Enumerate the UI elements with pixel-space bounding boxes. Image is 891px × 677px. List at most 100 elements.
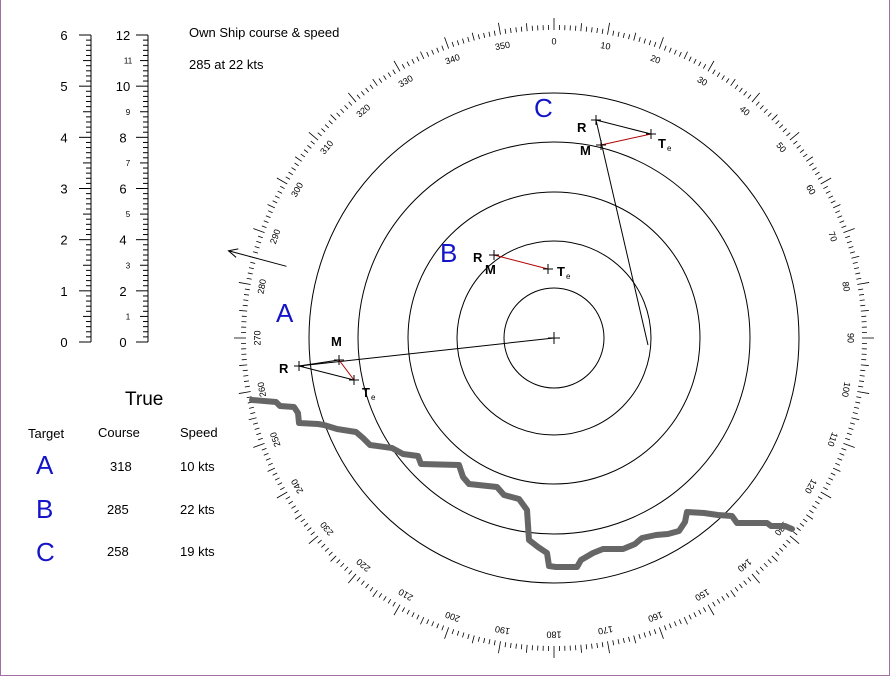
bearing-tick [622, 32, 625, 38]
bearing-tick [308, 535, 319, 544]
bearing-label: 190 [494, 624, 511, 636]
bearing-tick [498, 22, 501, 35]
bearing-tick [848, 246, 854, 249]
bearing-tick [730, 590, 736, 598]
bearing-tick [387, 72, 392, 78]
target-c-label: C [534, 93, 553, 123]
bearing-tick [310, 140, 315, 145]
bearing-label: 20 [649, 53, 662, 66]
table-row-a-speed: 10 kts [180, 459, 215, 474]
bearing-tick [638, 633, 641, 639]
right-scale-minor-label: 7 [126, 159, 131, 168]
bearing-tick [348, 570, 353, 575]
bearing-tick [467, 37, 470, 43]
target-b-t-label-sub: e [566, 272, 571, 281]
bearing-tick [242, 304, 248, 307]
range-ring [503, 287, 605, 389]
bearing-tick [841, 225, 847, 228]
target-c-mt-line [600, 133, 652, 146]
bearing-tick [707, 60, 715, 72]
bearing-tick [812, 505, 817, 509]
bearing-tick [702, 64, 707, 69]
bearing-tick [759, 566, 764, 571]
bearing-tick [444, 627, 450, 639]
left-scale-label: 6 [60, 28, 67, 43]
bearing-tick [246, 277, 252, 280]
bearing-tick [837, 215, 843, 219]
bearing-tick [520, 26, 523, 32]
bearing-tick [698, 61, 702, 67]
bearing-label: 210 [397, 587, 415, 603]
bearing-label: 280 [256, 278, 268, 295]
bearing-label: 90 [846, 333, 856, 343]
bearing-label: 220 [354, 557, 372, 574]
bearing-tick [431, 49, 435, 55]
own-ship-arrow-icon [227, 248, 239, 258]
bearing-tick [814, 500, 820, 505]
bearing-tick [504, 28, 507, 34]
bearing-tick [673, 49, 677, 55]
bearing-tick [683, 51, 688, 60]
bearing-tick [285, 496, 291, 500]
bearing-label: 40 [738, 104, 752, 118]
bearing-tick [243, 294, 250, 296]
bearing-tick [483, 32, 486, 38]
bearing-tick [456, 40, 460, 46]
bearing-tick [515, 643, 517, 649]
bearing-tick [648, 630, 652, 636]
bearing-tick [678, 51, 682, 57]
bearing-tick [265, 457, 271, 461]
bearing-tick [683, 616, 688, 625]
bearing-tick [340, 562, 345, 568]
bearing-tick [849, 422, 855, 425]
bearing-tick [856, 277, 862, 280]
bearing-tick [248, 267, 254, 270]
bearing-tick [451, 41, 455, 47]
table-row-b-target: B [36, 494, 54, 524]
bearing-tick [441, 625, 444, 631]
bearing-tick [851, 255, 860, 259]
bearing-tick [288, 171, 294, 176]
bearing-tick [276, 177, 288, 185]
right-scale-label: 10 [116, 79, 130, 94]
bearing-tick [601, 28, 604, 34]
bearing-label: 300 [289, 181, 305, 199]
bearing-label: 160 [647, 609, 665, 624]
bearing-tick [411, 612, 415, 618]
bearing-tick [664, 45, 667, 51]
bearing-tick [504, 642, 507, 648]
bearing-tick [257, 235, 263, 239]
bearing-label: 320 [354, 102, 372, 119]
bearing-tick [256, 240, 262, 244]
bearing-tick [340, 108, 345, 114]
bearing-tick [848, 427, 854, 430]
bearing-tick [653, 629, 657, 635]
bearing-label: 290 [268, 228, 283, 246]
bearing-tick [451, 629, 455, 635]
bearing-tick [254, 246, 260, 249]
bearing-label: 250 [268, 431, 283, 449]
bearing-tick [330, 114, 337, 121]
bearing-label: 180 [546, 630, 561, 640]
bearing-tick [348, 573, 357, 584]
bearing-tick [633, 32, 637, 41]
bearing-tick [254, 427, 260, 430]
bearing-tick [698, 609, 702, 615]
bearing-tick [743, 580, 748, 585]
bearing-tick [835, 462, 841, 466]
target-b-t-label: T [557, 264, 565, 279]
bearing-tick [263, 453, 269, 456]
bearing-tick [782, 128, 787, 133]
bearing-tick [585, 644, 588, 650]
bearing-tick [488, 639, 491, 645]
bearing-tick [802, 153, 808, 158]
bearing-tick [272, 200, 278, 204]
target-a-rt-line [298, 365, 355, 381]
bearing-tick [830, 472, 836, 476]
bearing-tick [673, 621, 677, 627]
bearing-tick [782, 543, 787, 548]
col-course-header: Course [98, 425, 140, 440]
bearing-tick [291, 505, 296, 509]
bearing-tick [734, 586, 739, 592]
